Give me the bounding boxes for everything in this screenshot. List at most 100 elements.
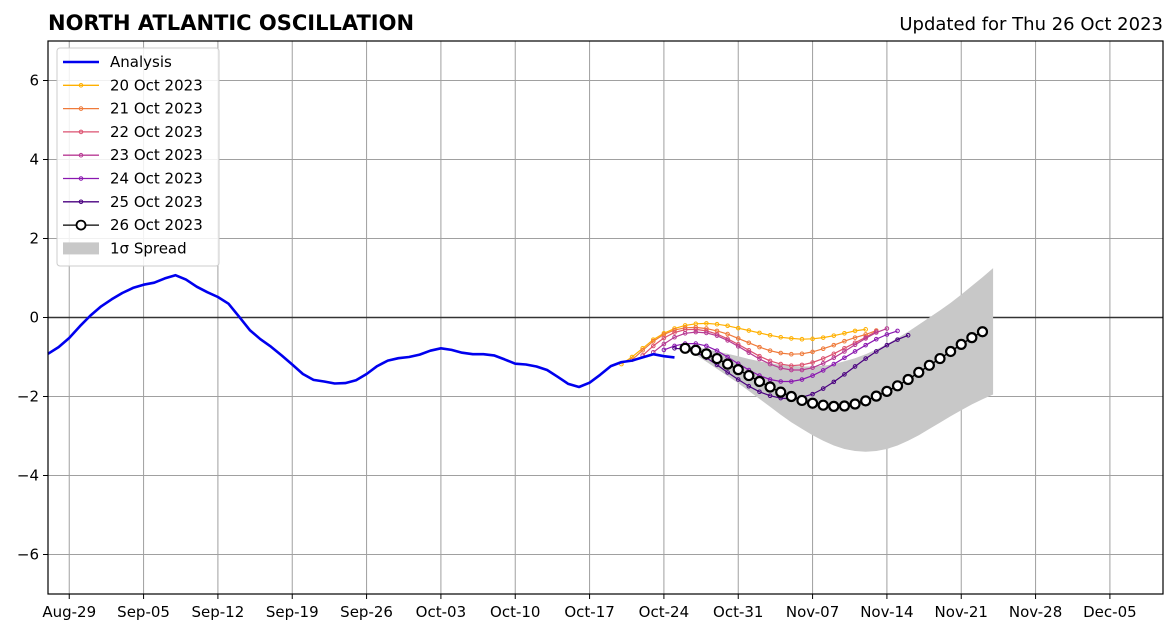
x-tick-label-13: Nov-28 xyxy=(1009,603,1062,621)
forecast-point-4-1 xyxy=(672,343,677,349)
forecast-point-0-8 xyxy=(704,321,709,326)
forecast-point-6-10 xyxy=(785,390,797,403)
y-tick-label-3: 0 xyxy=(29,309,39,327)
forecast-point-3-11 xyxy=(767,361,773,367)
forecast-point-1-11 xyxy=(746,340,752,346)
forecast-point-0-20 xyxy=(831,333,837,338)
x-tick-label-2: Sep-12 xyxy=(192,603,245,621)
forecast-point-0-19 xyxy=(820,335,826,340)
forecast-point-1-14 xyxy=(778,350,784,356)
forecast-point-3-19 xyxy=(852,342,858,348)
forecast-point-2-3 xyxy=(672,330,677,335)
forecast-point-2-15 xyxy=(799,362,805,368)
legend-marker-7 xyxy=(75,219,87,231)
forecast-point-1-16 xyxy=(799,351,805,357)
forecast-point-3-6 xyxy=(714,333,720,338)
forecast-point-4-15 xyxy=(820,368,826,373)
x-tick-label-11: Nov-14 xyxy=(860,603,913,621)
forecast-point-1-9 xyxy=(725,331,730,337)
forecast-point-0-13 xyxy=(757,330,762,336)
forecast-point-1-13 xyxy=(767,348,773,353)
forecast-point-4-20 xyxy=(873,336,879,342)
legend-label-1: 20 Oct 2023 xyxy=(110,76,203,94)
spread-band xyxy=(685,268,994,452)
legend-marker-6 xyxy=(78,199,84,205)
forecast-point-4-10 xyxy=(767,377,773,382)
forecast-point-6-14 xyxy=(828,400,840,412)
forecast-point-3-9 xyxy=(746,350,752,355)
legend-swatch-8 xyxy=(63,242,99,255)
forecast-point-5-22 xyxy=(905,332,911,338)
legend-marker-4 xyxy=(78,152,84,158)
forecast-point-1-18 xyxy=(820,346,826,352)
forecast-point-0-16 xyxy=(789,336,794,341)
y-tick-label-6: 6 xyxy=(29,72,39,90)
forecast-point-5-8 xyxy=(757,389,762,395)
forecast-point-2-16 xyxy=(810,360,815,365)
forecast-point-4-11 xyxy=(778,379,784,384)
forecast-point-1-20 xyxy=(842,338,847,344)
forecast-point-6-0 xyxy=(679,342,691,354)
forecast-point-5-19 xyxy=(873,349,879,354)
forecast-point-6-15 xyxy=(838,400,851,412)
legend-label-5: 24 Oct 2023 xyxy=(110,170,203,188)
y-tick-label-4: 2 xyxy=(29,230,39,248)
forecast-point-1-21 xyxy=(852,335,858,340)
forecast-point-4-12 xyxy=(789,379,794,384)
forecast-point-4-0 xyxy=(661,347,667,353)
forecast-point-2-5 xyxy=(693,327,699,332)
forecast-point-3-17 xyxy=(831,355,837,361)
x-tick-label-3: Sep-19 xyxy=(266,603,319,621)
legend-box xyxy=(56,47,220,267)
chart-subtitle: Updated for Thu 26 Oct 2023 xyxy=(899,14,1163,35)
forecast-point-5-14 xyxy=(820,386,826,391)
forecast-point-4-5 xyxy=(714,348,720,353)
chart-title: NORTH ATLANTIC OSCILLATION xyxy=(48,11,414,35)
forecast-point-6-23 xyxy=(923,359,935,371)
legend-label-3: 22 Oct 2023 xyxy=(110,123,203,141)
legend-label-2: 21 Oct 2023 xyxy=(110,100,203,118)
forecast-point-6-25 xyxy=(945,345,957,358)
forecast-point-3-7 xyxy=(725,338,730,343)
forecast-point-6-4 xyxy=(722,358,734,370)
forecast-point-0-11 xyxy=(735,325,741,331)
y-tick-label-2: −2 xyxy=(17,388,39,406)
legend-marker-3 xyxy=(78,129,84,135)
forecast-point-3-14 xyxy=(799,367,805,373)
forecast-point-6-21 xyxy=(902,373,914,386)
forecast-point-3-18 xyxy=(842,349,847,354)
y-tick-label-1: −4 xyxy=(17,467,39,485)
forecast-point-0-10 xyxy=(725,323,730,329)
forecast-point-3-4 xyxy=(693,329,699,335)
forecast-point-5-20 xyxy=(884,342,890,348)
forecast-point-6-7 xyxy=(753,375,766,388)
forecast-point-6-19 xyxy=(881,385,893,397)
forecast-point-0-22 xyxy=(852,328,858,334)
forecast-point-2-2 xyxy=(661,335,667,341)
forecast-point-3-20 xyxy=(863,336,868,341)
forecast-point-6-11 xyxy=(796,394,808,407)
forecast-point-5-13 xyxy=(810,391,815,397)
forecast-point-2-1 xyxy=(650,343,656,349)
legend-marker-1 xyxy=(78,83,84,88)
forecast-point-1-2 xyxy=(650,338,656,344)
forecast-point-5-9 xyxy=(767,393,773,399)
forecast-point-0-23 xyxy=(863,327,868,332)
forecast-point-6-13 xyxy=(817,399,829,411)
analysis-series xyxy=(47,273,675,389)
forecast-point-3-16 xyxy=(820,361,826,366)
forecast-point-0-15 xyxy=(778,334,784,340)
forecast-point-6-2 xyxy=(700,348,712,360)
forecast-point-1-17 xyxy=(810,349,815,355)
forecast-point-5-0 xyxy=(672,346,677,351)
forecast-point-0-1 xyxy=(629,354,635,360)
x-tick-label-12: Nov-21 xyxy=(935,603,988,621)
forecast-point-4-14 xyxy=(810,373,815,378)
forecast-point-5-21 xyxy=(895,337,900,342)
x-tick-label-7: Oct-17 xyxy=(564,603,614,621)
forecast-point-6-3 xyxy=(711,352,723,365)
forecast-point-3-22 xyxy=(884,326,890,331)
forecast-point-3-5 xyxy=(704,330,709,336)
forecast-point-3-1 xyxy=(661,341,667,347)
forecast-point-6-16 xyxy=(849,398,861,410)
